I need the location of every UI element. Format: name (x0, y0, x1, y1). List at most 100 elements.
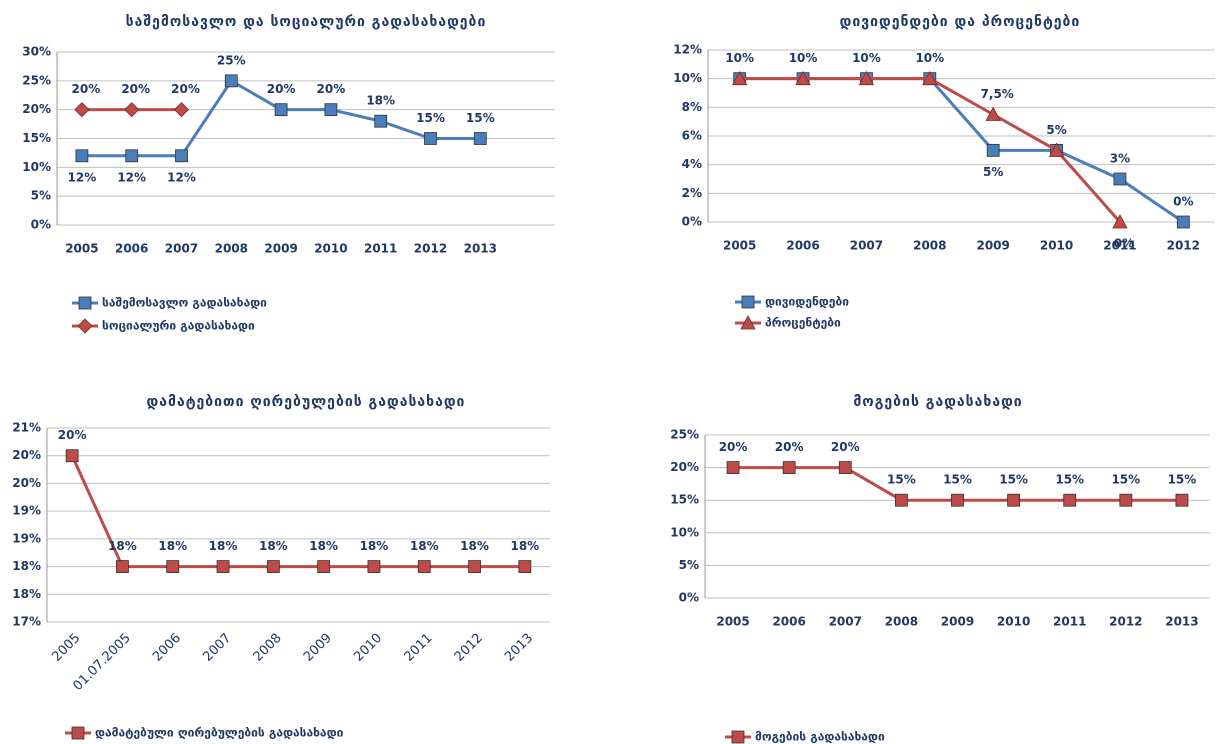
data-label: 18% (108, 539, 137, 553)
y-tick-label: 10% (22, 160, 51, 174)
data-label: 12% (167, 170, 196, 184)
marker (894, 493, 908, 507)
x-tick-label: 2010 (314, 242, 347, 256)
x-tick-label: 2006 (115, 242, 148, 256)
marker (731, 730, 745, 744)
marker (274, 103, 288, 117)
legend-label: სოციალური გადასახადი (102, 319, 255, 333)
x-tick-label: 2008 (251, 631, 285, 665)
legend-label: დამატებული ღირებულების გადასახადი (95, 726, 344, 740)
marker (424, 132, 437, 145)
x-tick-label: 2010 (997, 615, 1030, 629)
data-label: 15% (943, 473, 972, 487)
x-tick-label: 2006 (786, 239, 819, 253)
data-label: 20% (317, 82, 346, 96)
x-tick-label: 2005 (723, 239, 756, 253)
y-tick-label: 5% (679, 558, 699, 572)
marker (224, 74, 238, 88)
marker (65, 449, 79, 463)
x-tick-label: 2005 (716, 615, 749, 629)
marker (125, 149, 139, 163)
y-tick-label: 21% (12, 421, 41, 435)
y-tick-label: 20% (670, 460, 699, 474)
x-tick-label: 2007 (829, 615, 862, 629)
data-label: 18% (510, 539, 539, 553)
marker (124, 102, 140, 118)
marker (367, 560, 381, 573)
y-tick-label: 15% (670, 493, 699, 507)
data-label: 20% (267, 82, 296, 96)
marker (75, 149, 89, 163)
chart: საშემოსავლო და სოციალური გადასახადები 0% 5… (22, 14, 555, 334)
marker (266, 560, 280, 573)
x-tick-label: 2011 (402, 631, 436, 665)
marker (985, 106, 1001, 121)
marker (782, 461, 796, 475)
data-label: 20% (719, 440, 748, 454)
chart-title: მოგების გადასახადი (853, 394, 1022, 410)
marker (951, 493, 964, 507)
y-tick-label: 8% (682, 100, 702, 114)
y-tick-label: 25% (22, 73, 51, 87)
data-label: 5% (983, 165, 1003, 179)
marker (740, 315, 756, 330)
x-tick-label: 2009 (264, 242, 297, 256)
y-tick-label: 20% (22, 102, 51, 116)
chart: დივიდენდები და პროცენტები 0% 2% 4% 6% 8% 10% 12… (673, 14, 1215, 330)
x-tick-label: 2007 (850, 239, 883, 253)
data-label: 0% (1173, 195, 1193, 209)
x-tick-label: 2013 (502, 631, 536, 665)
y-tick-label: 0% (31, 218, 51, 232)
y-tick-label: 20% (12, 448, 41, 462)
data-label: 15% (999, 473, 1028, 487)
x-tick-label: 2009 (301, 631, 335, 665)
legend-label: პროცენტები (765, 316, 841, 330)
marker (74, 102, 90, 118)
x-tick-label: 2012 (1109, 615, 1142, 629)
data-label: 15% (1111, 473, 1140, 487)
data-label: 18% (360, 539, 389, 553)
y-tick-label: 15% (22, 131, 51, 145)
data-label: 3% (1110, 152, 1130, 166)
marker (175, 149, 188, 163)
x-tick-label: 2013 (1165, 615, 1198, 629)
marker (858, 70, 875, 86)
marker (417, 560, 431, 573)
data-label: 20% (171, 82, 200, 96)
y-tick-label: 6% (682, 129, 702, 143)
marker (795, 70, 811, 86)
x-tick-label: 2010 (351, 631, 385, 665)
marker (1112, 214, 1128, 229)
data-label: 12% (68, 170, 97, 184)
y-tick-label: 0% (682, 215, 702, 229)
marker (324, 103, 338, 117)
chart: მოგების გადასახადი 0% 5% 10% 15% 20% 25% 2005 20… (670, 394, 1210, 744)
x-tick-label: 2007 (165, 242, 198, 256)
marker (116, 560, 129, 573)
y-tick-label: 10% (670, 525, 699, 539)
x-tick-label: 2009 (976, 239, 1009, 253)
data-label: 15% (416, 111, 445, 125)
chart: დამატებითი ღირებულების გადასახადი 17% 18% 1… (12, 394, 550, 740)
x-tick-label: 2011 (1103, 239, 1136, 253)
marker (166, 560, 180, 573)
x-tick-label: 2005 (65, 242, 98, 256)
marker (173, 102, 190, 118)
data-label: 10% (852, 51, 881, 65)
marker (986, 143, 1000, 157)
marker (317, 560, 331, 573)
x-tick-label: 2009 (941, 615, 974, 629)
data-label: 15% (887, 473, 916, 487)
data-label: 10% (725, 51, 754, 65)
y-tick-label: 4% (682, 157, 702, 171)
data-label: 25% (217, 53, 246, 67)
marker (732, 70, 748, 86)
data-label: 7,5% (981, 87, 1014, 101)
data-label: 15% (1168, 473, 1197, 487)
x-tick-label: 2011 (364, 242, 397, 256)
x-tick-label: 2008 (913, 239, 946, 253)
data-label: 10% (789, 51, 818, 65)
x-tick-label: 2006 (772, 615, 805, 629)
legend-label: მოგების გადასახადი (755, 730, 885, 744)
y-tick-label: 25% (670, 428, 699, 442)
